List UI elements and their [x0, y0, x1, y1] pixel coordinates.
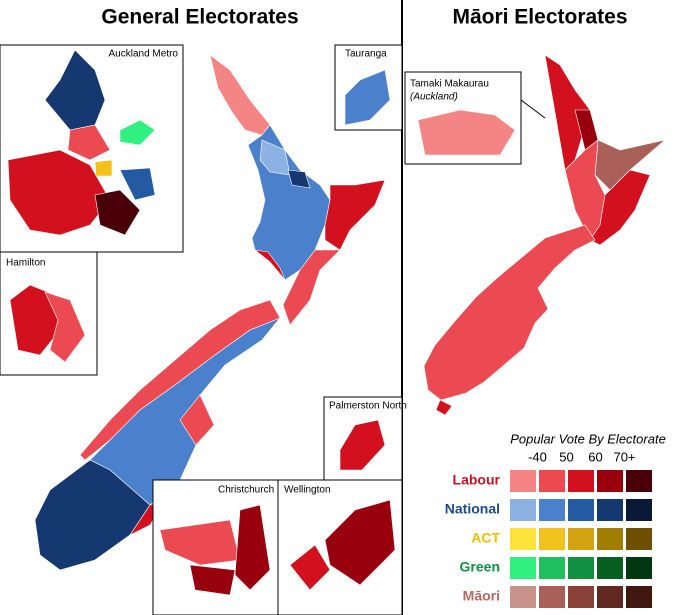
- inset-label: Tamaki Makaurau: [410, 79, 489, 90]
- legend-swatch: [568, 499, 594, 521]
- legend-party: Green: [460, 559, 500, 575]
- legend-swatch: [597, 557, 623, 579]
- legend-swatch: [510, 557, 536, 579]
- inset-hamilton: Hamilton: [0, 251, 98, 376]
- legend-swatch: [510, 499, 536, 521]
- inset-label: Hamilton: [6, 258, 45, 269]
- panel-title: General Electorates: [101, 6, 298, 29]
- legend-swatch: [568, 470, 594, 492]
- legend-swatch: [510, 586, 536, 608]
- legend-swatch: [597, 586, 623, 608]
- north-island-general: [209, 54, 386, 326]
- legend-swatch: [539, 499, 565, 521]
- legend-swatch: [626, 470, 652, 492]
- north-island-maori: [544, 54, 666, 246]
- legend-swatch: [597, 528, 623, 550]
- legend-swatch: [597, 470, 623, 492]
- inset-palmerston: Palmerston North: [323, 396, 407, 481]
- legend-swatch: [568, 586, 594, 608]
- inset-label: Palmerston North: [329, 401, 407, 412]
- inset-tauranga: Tauranga: [334, 44, 403, 131]
- panel-title: Māori Electorates: [452, 6, 627, 29]
- inset-label: Wellington: [284, 485, 331, 496]
- legend-swatch: [597, 499, 623, 521]
- legend-swatch: [539, 470, 565, 492]
- inset-label: Christchurch: [218, 485, 274, 496]
- inset-label: Tauranga: [345, 49, 387, 60]
- legend-swatch: [626, 499, 652, 521]
- legend-column-label: 70+: [613, 449, 635, 464]
- legend-swatch: [539, 586, 565, 608]
- legend-swatch: [626, 528, 652, 550]
- inset-tamaki: Tamaki Makaurau (Auckland): [404, 71, 546, 165]
- legend: Popular Vote By Electorate -40 50 60 70+ Lab…: [445, 431, 666, 608]
- south-island-maori: [423, 224, 596, 416]
- connector: [520, 99, 546, 119]
- legend-swatch: [510, 470, 536, 492]
- legend-swatch: [539, 528, 565, 550]
- inset-label: (Auckland): [410, 92, 458, 103]
- legend-column-label: -40: [528, 449, 547, 464]
- legend-party: ACT: [471, 530, 500, 546]
- legend-title: Popular Vote By Electorate: [510, 431, 666, 446]
- legend-swatch: [568, 528, 594, 550]
- legend-swatch: [539, 557, 565, 579]
- legend-swatch: [510, 528, 536, 550]
- legend-swatch: [626, 586, 652, 608]
- inset-label: Auckland Metro: [109, 49, 179, 60]
- inset-christchurch: Christchurch: [152, 479, 279, 615]
- legend-party: Māori: [463, 588, 500, 604]
- legend-swatch: [568, 557, 594, 579]
- inset-wellington: Wellington: [277, 479, 403, 615]
- legend-party: Labour: [453, 472, 501, 488]
- legend-swatch: [626, 557, 652, 579]
- legend-party: National: [445, 501, 500, 517]
- legend-column-label: 50: [559, 449, 573, 464]
- legend-column-label: 60: [588, 449, 602, 464]
- inset-auckland: Auckland Metro: [0, 44, 184, 253]
